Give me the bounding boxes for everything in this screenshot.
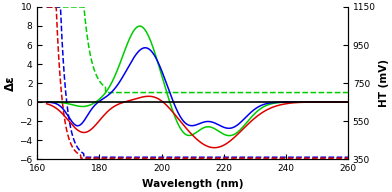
X-axis label: Wavelength (nm): Wavelength (nm) xyxy=(142,179,243,189)
Y-axis label: HT (mV): HT (mV) xyxy=(379,59,388,107)
Y-axis label: Δε: Δε xyxy=(4,75,16,91)
